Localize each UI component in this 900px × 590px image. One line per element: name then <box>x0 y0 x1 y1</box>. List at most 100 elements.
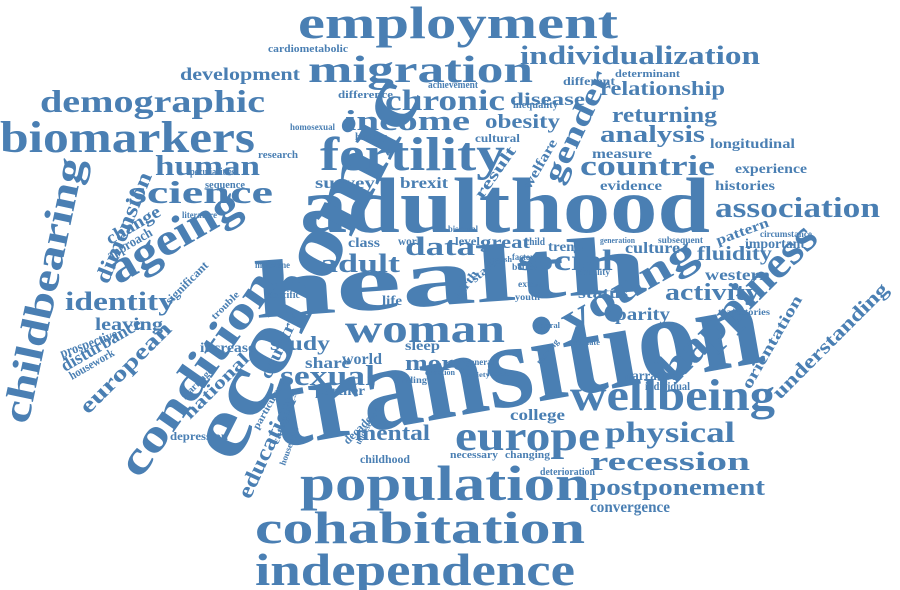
word-sequence: sequence <box>205 180 246 191</box>
word-peculiarities: peculiarities <box>190 167 235 178</box>
word-obesity: obesity <box>485 111 560 133</box>
word-income: income <box>345 106 470 137</box>
word-bisexual: bisexual <box>448 224 478 234</box>
word-sleep: sleep <box>405 339 440 354</box>
word-biomarkers: biomarkers <box>0 113 255 162</box>
word-duration: duration <box>425 368 456 377</box>
word-physical: physical <box>605 416 735 449</box>
word-woman: woman <box>345 306 505 351</box>
word-parity: parity <box>615 304 670 324</box>
word-increase: increase <box>200 341 255 356</box>
word-narrative: narrative <box>625 369 677 384</box>
word-relationship: relationship <box>600 78 725 100</box>
word-recession: recession <box>590 447 751 476</box>
word-demographic: demographic <box>40 83 265 119</box>
word-trend: trend <box>548 240 583 255</box>
word-mental: mental <box>355 420 430 445</box>
word-homosexual: homosexual <box>290 122 335 132</box>
word-english: english <box>487 255 513 264</box>
word-necessary: necessary <box>450 449 499 461</box>
word-adulthood: adulthood <box>300 162 710 249</box>
word-disease: disease <box>510 89 585 109</box>
word-europe: europe <box>455 414 600 460</box>
word-important: important <box>745 237 805 252</box>
word-adult: adult <box>320 249 400 278</box>
word-status: status <box>578 285 628 302</box>
word-estimate: estimate <box>570 338 600 347</box>
word-child: child <box>525 236 545 248</box>
word-development: development <box>180 64 300 84</box>
word-level: level <box>455 234 481 248</box>
word-western: western <box>705 267 770 284</box>
word-extent: extent <box>518 279 543 289</box>
word-history: history <box>355 132 387 143</box>
word-human: human <box>155 151 261 182</box>
word-cohabitation: cohabitation <box>255 502 585 553</box>
word-returning: returning <box>612 102 717 127</box>
word-convergence: convergence <box>590 499 670 516</box>
word-science: science <box>128 174 273 210</box>
word-college: college <box>510 407 565 424</box>
word-partner: partner <box>315 384 365 399</box>
word-culture: culture <box>625 240 680 257</box>
word-cardiometabolic: cardiometabolic <box>268 43 348 55</box>
word-evidence: evidence <box>600 179 662 194</box>
word-different: different <box>563 74 615 88</box>
word-literature: literature <box>182 210 217 220</box>
word-independence: independence <box>255 544 575 590</box>
word-understanding: understanding <box>768 278 893 403</box>
word-more: more <box>405 350 465 375</box>
word-determinant: determinant <box>615 68 680 80</box>
word-cultural: cultural <box>475 131 521 145</box>
word-data: data <box>405 232 475 261</box>
word-brexit: brexit <box>400 175 449 192</box>
word-better: better <box>512 262 537 272</box>
word-several: several <box>535 321 561 330</box>
word-work: work <box>398 234 423 248</box>
word-finding: finding <box>395 375 428 385</box>
word-identity: identity <box>65 287 175 316</box>
word-histories: histories <box>715 179 776 194</box>
word-specific: specific <box>268 290 301 301</box>
word-class: class <box>348 236 381 251</box>
word-share: share <box>305 355 350 372</box>
word-individual: individual <box>645 379 691 393</box>
word-research: research <box>258 150 298 161</box>
word-fluidity: fluidity <box>697 243 772 265</box>
word-inequality: inequality <box>513 100 558 111</box>
word-milestone: milestone <box>255 260 290 270</box>
word-individualization: individualization <box>520 41 761 70</box>
word-analysis: analysis <box>600 122 705 148</box>
word-sexual: sexual <box>280 361 375 392</box>
word-postponement: postponement <box>590 475 765 501</box>
word-survey: survey <box>315 175 375 192</box>
word-factor: factor <box>512 252 534 262</box>
word-countrie: countrie <box>580 151 715 182</box>
word-study: study <box>270 333 330 355</box>
word-deterioration: deterioration <box>540 467 595 478</box>
word-social: social <box>518 244 613 277</box>
word-fertility: fertility <box>320 128 505 181</box>
word-wellbeing: wellbeing <box>570 371 775 420</box>
word-experience: experience <box>735 162 807 177</box>
word-generation: generation <box>600 236 636 245</box>
word-activity: activity <box>665 280 760 306</box>
word-general: general <box>466 357 494 367</box>
word-changing: changing <box>505 449 551 461</box>
word-youth: youth <box>515 292 540 302</box>
word-employment: employment <box>298 0 619 48</box>
word-childhood: childhood <box>360 452 410 466</box>
word-equality: equality <box>578 267 611 277</box>
word-measure: measure <box>592 147 652 162</box>
word-labour: labour <box>487 368 515 378</box>
word-association: association <box>715 193 881 224</box>
word-circumstance: circumstance <box>760 229 812 239</box>
word-population: population <box>300 455 590 511</box>
word-difference: difference <box>338 89 393 101</box>
word-chronic: chronic <box>385 84 505 117</box>
word-subsequent: subsequent <box>658 235 703 245</box>
word-society: society <box>465 371 491 379</box>
word-depression: depression <box>170 429 228 443</box>
word-longitudinal: longitudinal <box>710 137 795 152</box>
